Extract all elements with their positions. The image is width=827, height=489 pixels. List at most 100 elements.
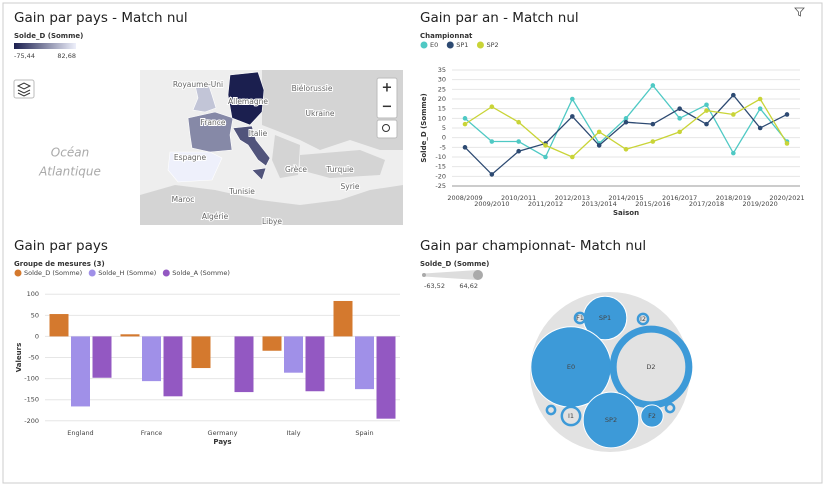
place-label: Libye — [262, 217, 282, 226]
place-label: Tunisie — [228, 187, 255, 196]
size-marker — [422, 273, 426, 277]
point — [489, 139, 495, 144]
bubble-label: SP2 — [605, 416, 617, 424]
search-button[interactable] — [376, 119, 398, 139]
legend-marker — [162, 269, 170, 277]
point — [757, 96, 763, 102]
layers-icon — [16, 82, 32, 97]
point — [731, 150, 736, 156]
point — [489, 104, 495, 110]
point — [516, 148, 521, 154]
legend-marker — [446, 41, 454, 49]
point — [731, 92, 736, 98]
place-label: Turquie — [325, 165, 354, 174]
point — [784, 112, 790, 117]
zoom-in[interactable]: + — [382, 81, 393, 96]
y-tick-label: -200 — [24, 417, 39, 425]
panel-title: Gain par an - Match nul — [420, 10, 579, 26]
legend-title: Solde_D (Somme) — [420, 260, 489, 268]
point — [650, 121, 656, 127]
country — [192, 82, 217, 113]
place-label: Algérie — [202, 212, 229, 221]
x-tick-label: 2020/2021 — [769, 194, 804, 202]
x-tick-label: 2010/2011 — [501, 194, 536, 202]
country — [227, 71, 265, 126]
y-tick-label: 15 — [438, 105, 446, 113]
bar — [355, 336, 374, 390]
filter-icon[interactable] — [794, 7, 805, 17]
legend-label: E0 — [430, 41, 438, 49]
x-tick-label: 2018/2019 — [716, 194, 751, 202]
search-icon — [382, 124, 390, 132]
bubble-label: E0 — [567, 363, 575, 371]
point — [677, 116, 682, 121]
legend-label: -75,44 — [14, 52, 35, 60]
bar — [92, 336, 112, 378]
y-tick-label: -150 — [24, 396, 39, 404]
point — [650, 139, 656, 144]
point — [570, 96, 575, 102]
point — [623, 146, 629, 152]
y-tick-label: 100 — [27, 290, 39, 298]
y-tick-label: -100 — [24, 375, 39, 383]
place-label: Ukraine — [306, 109, 335, 118]
point — [650, 83, 656, 88]
country-label: Italie — [249, 129, 268, 138]
x-tick-label: 2012/2013 — [555, 194, 590, 202]
color-scale — [14, 43, 76, 49]
x-axis-label: Pays — [213, 438, 231, 446]
bar — [284, 336, 303, 373]
point — [784, 141, 790, 146]
legend-label: 82,68 — [57, 52, 76, 60]
bar — [376, 336, 396, 419]
y-tick-label: 0 — [442, 134, 446, 142]
legend-label: Solde_D (Somme) — [24, 269, 82, 277]
x-tick-label: England — [67, 429, 93, 437]
bubble — [664, 402, 676, 414]
point — [570, 154, 575, 160]
country-label: Allemagne — [228, 97, 268, 106]
bar — [49, 314, 69, 337]
map: + − — [13, 70, 403, 225]
point — [623, 119, 629, 125]
place-label: Atlantique — [38, 165, 101, 179]
x-tick-label: 2011/2012 — [528, 200, 563, 208]
legend-label: Solde_H (Somme) — [98, 269, 156, 277]
x-tick-label: 2015/2016 — [635, 200, 670, 208]
x-tick-label: 2016/2017 — [662, 194, 697, 202]
x-tick-label: 2008/2009 — [447, 194, 482, 202]
point — [596, 129, 602, 135]
size-scale — [424, 270, 478, 280]
y-tick-label: 0 — [35, 332, 39, 340]
point — [462, 116, 468, 121]
bar — [120, 334, 140, 337]
country — [187, 111, 234, 153]
x-tick-label: 2009/2010 — [474, 200, 509, 208]
bubble — [636, 312, 650, 326]
point — [596, 143, 602, 148]
y-tick-label: 30 — [438, 76, 446, 84]
place-label: Syrie — [341, 182, 360, 191]
x-tick-label: 2014/2015 — [608, 194, 643, 202]
bubble — [582, 391, 640, 449]
zoom-out[interactable]: − — [382, 100, 393, 115]
land — [140, 185, 403, 225]
point — [757, 106, 763, 111]
bar — [191, 336, 211, 369]
legend-title: Championnat — [420, 32, 473, 40]
x-tick-label: Germany — [208, 429, 238, 437]
frame — [2, 2, 823, 484]
point — [704, 121, 709, 127]
y-tick-label: -15 — [435, 163, 446, 171]
x-tick-label: Italy — [286, 429, 300, 437]
bubble — [545, 404, 557, 416]
bubble-label: I1 — [568, 412, 574, 420]
x-tick-label: 2019/2020 — [743, 200, 778, 208]
y-tick-label: -50 — [28, 354, 39, 362]
bubble-label: I2 — [640, 315, 646, 323]
bubble — [640, 404, 664, 428]
x-tick-label: 2017/2018 — [689, 200, 724, 208]
place-label: Biélorussie — [292, 84, 333, 93]
bar — [333, 300, 353, 337]
zoom-control[interactable] — [376, 77, 398, 119]
